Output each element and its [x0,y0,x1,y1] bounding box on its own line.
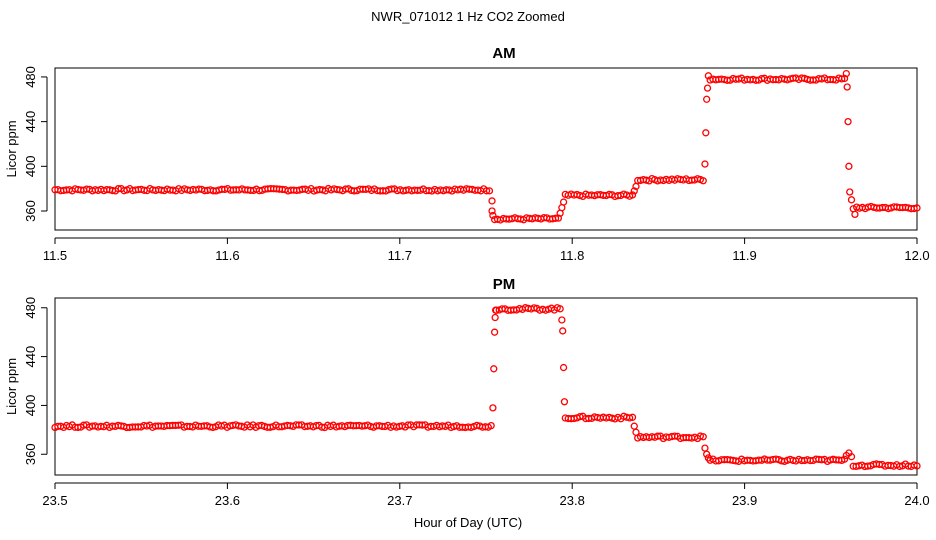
data-point [485,187,494,195]
x-tick-label-am: 11.9 [732,248,756,263]
data-point [628,191,637,199]
data-point [699,177,707,185]
y-tick-label-am: 480 [23,66,38,88]
data-point [913,204,921,212]
plot-am: AM 11.5 11.6 11.7 11.8 11.9 12.0 360 400 440 480 Li… [4,45,930,263]
data-point [838,75,846,83]
data-point [488,197,496,205]
chart-title-am: AM [492,45,515,62]
x-tick-label-am: 11.8 [560,248,584,263]
y-tick-label-am: 400 [23,155,38,177]
y-axis-label-am: Licor ppm [4,120,19,177]
data-point [846,188,854,196]
data-point [851,210,859,219]
data-point [910,204,918,213]
data-point [630,187,638,195]
data-point [845,162,853,170]
series-points-am [51,69,921,224]
data-point [701,160,709,168]
plot-frame-am [54,67,918,231]
data-point [703,84,712,92]
x-tick-label-am: 11.6 [215,248,239,263]
data-point [843,83,851,91]
data-point [844,117,852,126]
y-tick-label-am: 440 [23,111,38,133]
y-tick-label-am: 360 [23,200,38,222]
x-axis-label: Hour of Day (UTC) [413,515,523,530]
data-point [551,214,560,222]
x-tick-label-am: 11.7 [388,248,412,263]
data-point [702,129,710,137]
data-point [842,69,850,78]
figure-title: NWR_071012 1 Hz CO2 Zoomed [371,9,565,24]
data-point [489,211,497,220]
data-point [704,72,713,80]
data-point [703,95,711,103]
data-point [482,187,491,195]
x-tick-label-am: 11.5 [43,248,67,263]
data-point [488,207,496,215]
data-point [847,196,856,204]
x-tick-label-am: 12.0 [904,248,929,263]
data-point [559,198,568,206]
